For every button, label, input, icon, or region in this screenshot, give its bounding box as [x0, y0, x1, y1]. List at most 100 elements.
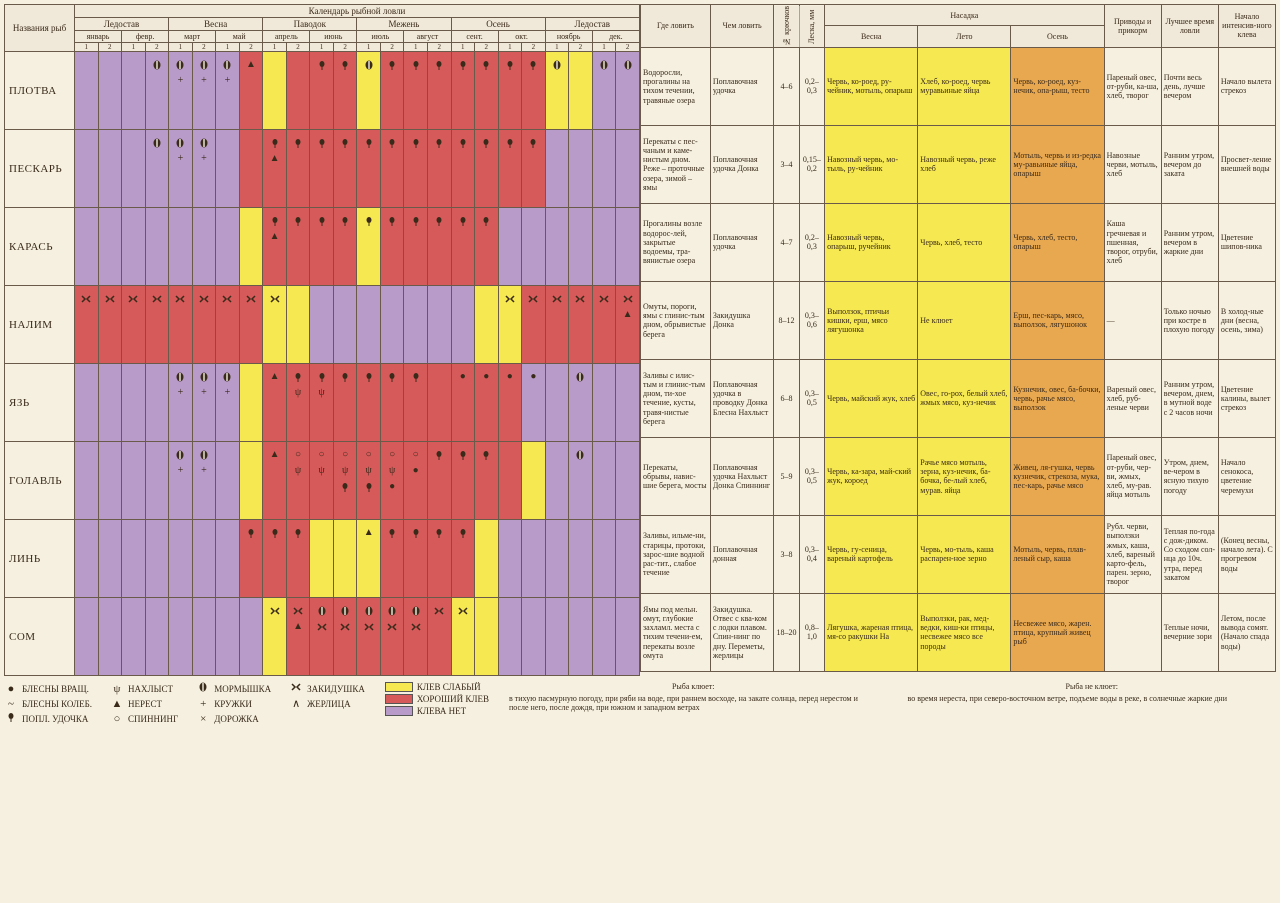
- calendar-cell: [380, 598, 404, 676]
- legend-label: КРУЖКИ: [214, 699, 252, 709]
- calendar-cell: [286, 52, 310, 130]
- method-icon: [434, 138, 444, 151]
- header-fish-name: Названия рыб: [5, 5, 75, 52]
- half-header: 2: [427, 43, 451, 52]
- calendar-cell: [122, 598, 146, 676]
- method-icon: ▲: [623, 310, 633, 320]
- calendar-cell: [122, 442, 146, 520]
- method-icon: [340, 622, 350, 635]
- method-icon: [199, 138, 209, 151]
- calendar-cell: [451, 52, 475, 130]
- legend-item: ×ДОРОЖКА: [196, 712, 271, 725]
- calendar-cell: ○●: [404, 442, 428, 520]
- line-cell: 0,15–0,2: [799, 125, 824, 203]
- calendar-cell: [498, 286, 522, 364]
- where-cell: Водоросли, прогалины на тихом течении, т…: [641, 47, 711, 125]
- method-icon: ψ: [295, 388, 301, 398]
- method-icon: +: [201, 388, 207, 398]
- legend-icon: [196, 682, 210, 695]
- month-header: июнь: [310, 31, 357, 43]
- calendar-cell: [75, 208, 99, 286]
- method-icon: ○: [342, 450, 348, 460]
- calendar-cell: [357, 598, 381, 676]
- calendar-cell: [216, 442, 240, 520]
- header-bait: Насадка: [825, 5, 1104, 26]
- calendar-cell: +: [169, 52, 193, 130]
- line-cell: 0,2–0,3: [799, 47, 824, 125]
- legend-colors: КЛЕВ СЛАБЫЙХОРОШИЙ КЛЕВКЛЕВА НЕТ: [385, 682, 489, 725]
- calendar-cell: [98, 598, 122, 676]
- half-header: 2: [239, 43, 263, 52]
- calendar-cell: [333, 286, 357, 364]
- method-icon: [364, 138, 374, 151]
- calendar-cell: [404, 286, 428, 364]
- calendar-cell: [239, 364, 263, 442]
- info-row: Заливы с илис-тым и глинис-тым дном, ти-…: [641, 359, 1276, 437]
- method-icon: [317, 216, 327, 229]
- calendar-cell: [404, 130, 428, 208]
- method-icon: ψ: [295, 466, 301, 476]
- legend-color-item: ХОРОШИЙ КЛЕВ: [385, 694, 489, 704]
- line-cell: 0,3–0,4: [799, 515, 824, 593]
- calendar-cell: ψ: [286, 364, 310, 442]
- half-header: 1: [122, 43, 146, 52]
- calendar-cell: [239, 598, 263, 676]
- method-icon: +: [225, 76, 231, 86]
- bait-season-header: Весна: [825, 26, 918, 47]
- calendar-cell: [522, 52, 546, 130]
- calendar-cell: [333, 520, 357, 598]
- calendar-cell: ○ψ: [357, 442, 381, 520]
- header-lure: Приводы и прикорм: [1104, 5, 1161, 48]
- method-icon: ●: [413, 466, 419, 476]
- half-header: 2: [522, 43, 546, 52]
- method-icon: [222, 60, 232, 73]
- method-icon: [340, 138, 350, 151]
- method-icon: ●: [460, 372, 466, 382]
- calendar-cell: [357, 286, 381, 364]
- lure-cell: Вареный овес, хлеб, руб-леные черви: [1104, 359, 1161, 437]
- calendar-cell: [498, 598, 522, 676]
- calendar-cell: [75, 442, 99, 520]
- calendar-cell: ○ψ: [310, 442, 334, 520]
- method-icon: [575, 294, 585, 307]
- legend-label: МОРМЫШКА: [214, 684, 271, 694]
- method-icon: ○: [389, 450, 395, 460]
- calendar-cell: [616, 52, 640, 130]
- month-header: март: [169, 31, 216, 43]
- info-row: Прогалины возле водорос-лей, закрытые во…: [641, 203, 1276, 281]
- legend-label: ЖЕРЛИЦА: [307, 699, 351, 709]
- method-icon: [387, 372, 397, 385]
- calendar-cell: [98, 286, 122, 364]
- calendar-cell: ▲: [357, 520, 381, 598]
- method-icon: [340, 482, 350, 495]
- month-header: сент.: [451, 31, 498, 43]
- calendar-cell: [122, 52, 146, 130]
- half-header: 2: [380, 43, 404, 52]
- method-icon: +: [178, 466, 184, 476]
- how-cell: Поплавочная удочка в проводку Донка Блес…: [710, 359, 774, 437]
- method-icon: [270, 606, 280, 619]
- calendar-cell: [545, 364, 569, 442]
- calendar-cell: [427, 286, 451, 364]
- calendar-cell: [427, 130, 451, 208]
- calendar-cell: [569, 130, 593, 208]
- method-icon: [505, 60, 515, 73]
- calendar-cell: [357, 364, 381, 442]
- calendar-cell: [192, 520, 216, 598]
- method-icon: [199, 294, 209, 307]
- half-header: 1: [451, 43, 475, 52]
- calendar-cell: ▲: [286, 598, 310, 676]
- fish-row: ЯЗЬ+++▲ψψ●●●●: [5, 364, 640, 442]
- method-icon: ▲: [270, 450, 280, 460]
- method-icon: [411, 60, 421, 73]
- fish-name-cell: НАЛИМ: [5, 286, 75, 364]
- fishing-calendar-chart: Названия рыб Календарь рыбной ловли Ледо…: [4, 4, 1276, 725]
- header-calendar: Календарь рыбной ловли: [75, 5, 640, 18]
- method-icon: [222, 372, 232, 385]
- method-icon: ●: [530, 372, 536, 382]
- line-cell: 0,8–1,0: [799, 593, 824, 671]
- method-icon: [411, 138, 421, 151]
- best-time-cell: Теплая по-года с дож-диком. Со сходом со…: [1161, 515, 1218, 593]
- best-time-cell: Ранним утром, вечером в жаркие дни: [1161, 203, 1218, 281]
- line-cell: 0,3–0,6: [799, 281, 824, 359]
